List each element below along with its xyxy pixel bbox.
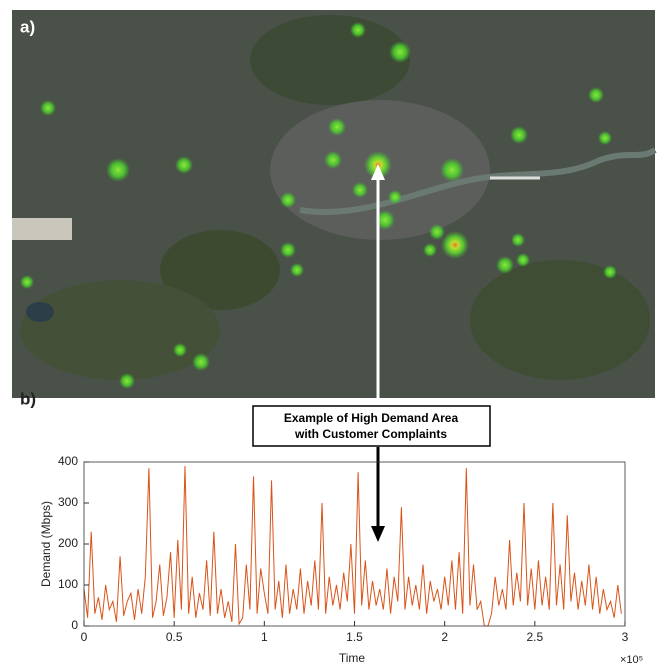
x-tick-label: 2 <box>441 630 448 644</box>
demand-line <box>84 466 621 626</box>
panel-label: a) <box>20 17 35 36</box>
x-tick-label: 3 <box>622 630 629 644</box>
arrow-head <box>371 526 385 542</box>
satellite-map <box>12 10 655 398</box>
y-tick-label: 200 <box>58 536 78 550</box>
y-tick-label: 100 <box>58 577 78 591</box>
panel-label: b) <box>20 389 36 408</box>
y-tick-label: 0 <box>71 618 78 632</box>
x-tick-label: 1 <box>261 630 268 644</box>
x-tick-label: 0 <box>81 630 88 644</box>
x-tick-label: 2.5 <box>526 630 543 644</box>
time-series-chart: Time Demand (Mbps) ×10⁵ <box>39 501 643 666</box>
annotation: Example of High Demand Area <box>284 411 459 425</box>
y-tick-label: 400 <box>58 454 78 468</box>
x-tick-label: 0.5 <box>166 630 183 644</box>
x-multiplier: ×10⁵ <box>620 654 643 666</box>
x-tick-label: 1.5 <box>346 630 363 644</box>
y-tick-label: 300 <box>58 495 78 509</box>
x-axis-label: Time <box>339 651 366 665</box>
y-axis-label: Demand (Mbps) <box>39 501 53 587</box>
annotation: with Customer Complaints <box>294 427 447 441</box>
figure: a) b) Example of High Demand Area with C… <box>0 0 670 669</box>
